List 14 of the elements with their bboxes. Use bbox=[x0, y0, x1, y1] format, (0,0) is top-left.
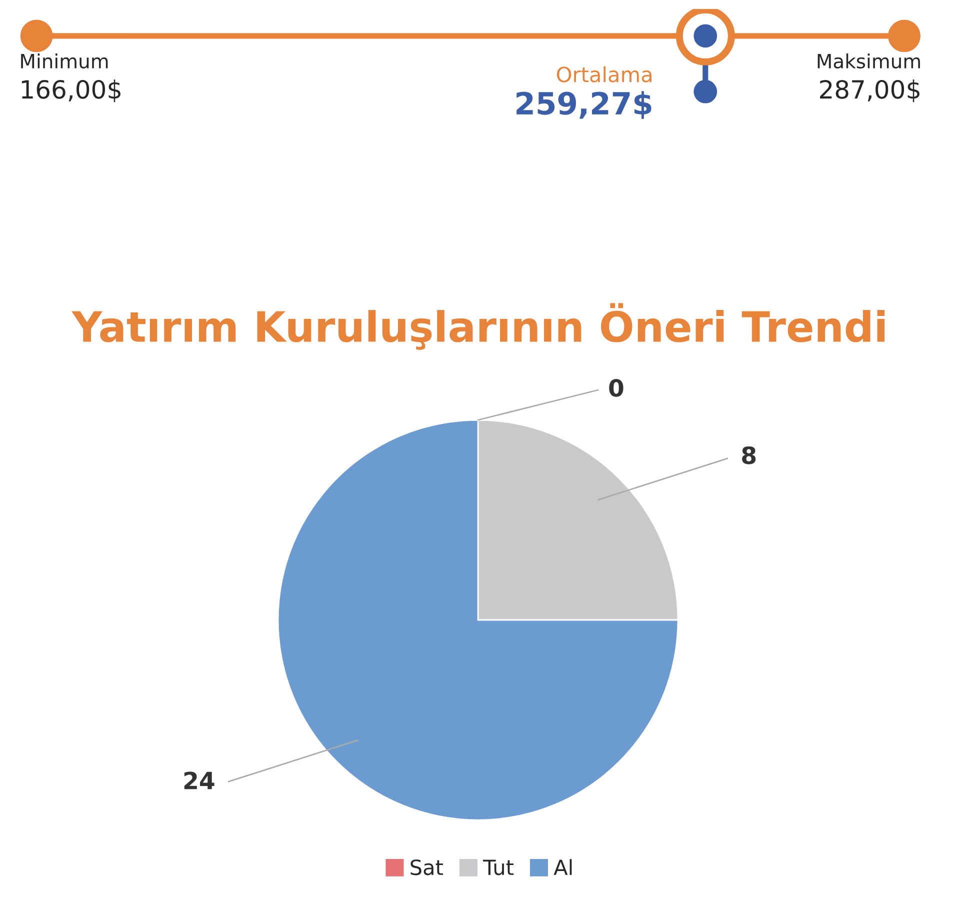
data-label: 259,27$ bbox=[516, 91, 652, 119]
data-label: 287,00$ bbox=[820, 80, 920, 102]
data-label: 24 bbox=[184, 772, 214, 790]
data-label: 166,00$ bbox=[22, 80, 121, 102]
legend-label: Sat bbox=[410, 859, 443, 876]
text: 0 bbox=[609, 378, 624, 397]
data-label: 8 bbox=[742, 446, 756, 464]
category-label: Ortalama bbox=[556, 66, 652, 82]
category-label: Maksimum bbox=[818, 53, 920, 68]
pie-slice bbox=[277, 419, 679, 821]
chart-title: Yatırım Kuruluşlarının Öneri Trendi bbox=[72, 303, 885, 350]
category-label: Minimum bbox=[21, 53, 108, 68]
legend-label: Al bbox=[554, 859, 572, 875]
legend-label: Tut bbox=[482, 860, 514, 876]
